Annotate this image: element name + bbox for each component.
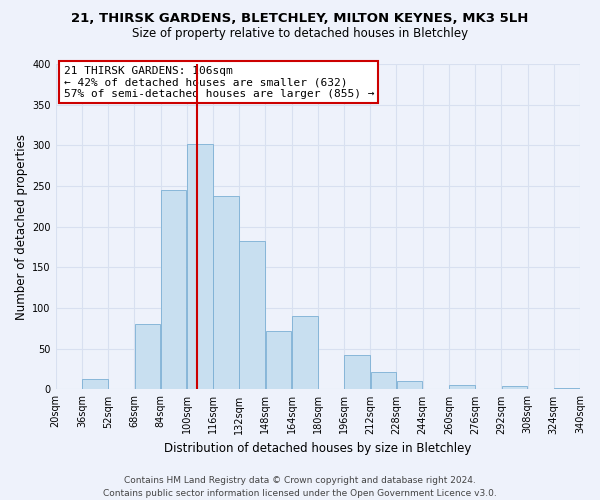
Bar: [266, 331, 292, 390]
Bar: [554, 388, 580, 390]
Bar: [134, 324, 160, 390]
Bar: [82, 379, 108, 390]
Bar: [161, 190, 187, 390]
Y-axis label: Number of detached properties: Number of detached properties: [15, 134, 28, 320]
Text: Size of property relative to detached houses in Bletchley: Size of property relative to detached ho…: [132, 28, 468, 40]
Bar: [344, 356, 370, 390]
Bar: [449, 384, 475, 390]
X-axis label: Distribution of detached houses by size in Bletchley: Distribution of detached houses by size …: [164, 442, 472, 455]
Bar: [502, 386, 527, 390]
Bar: [292, 316, 317, 390]
Bar: [239, 242, 265, 390]
Bar: [213, 196, 239, 390]
Bar: [371, 372, 396, 390]
Bar: [187, 144, 213, 390]
Bar: [397, 382, 422, 390]
Text: Contains HM Land Registry data © Crown copyright and database right 2024.
Contai: Contains HM Land Registry data © Crown c…: [103, 476, 497, 498]
Text: 21, THIRSK GARDENS, BLETCHLEY, MILTON KEYNES, MK3 5LH: 21, THIRSK GARDENS, BLETCHLEY, MILTON KE…: [71, 12, 529, 26]
Text: 21 THIRSK GARDENS: 106sqm
← 42% of detached houses are smaller (632)
57% of semi: 21 THIRSK GARDENS: 106sqm ← 42% of detac…: [64, 66, 374, 99]
